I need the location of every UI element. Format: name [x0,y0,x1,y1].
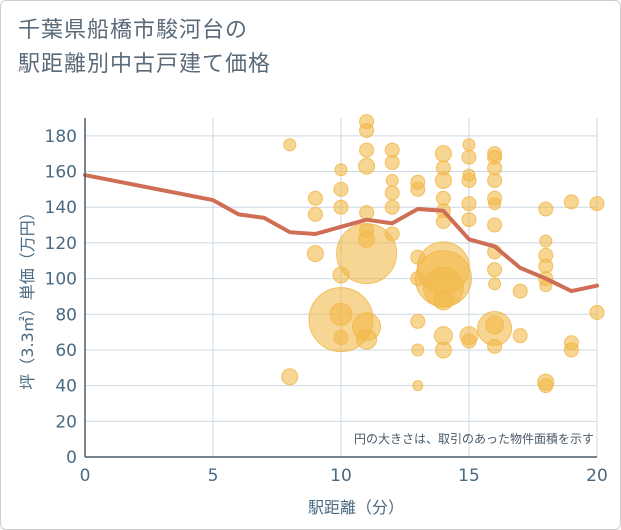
axes: 0 20 40 60 80 100 120 140 160 180 0 5 10 15 20 [45,118,608,486]
data-bubble [359,142,375,158]
y-tick-label: 40 [55,377,77,397]
data-bubble [332,266,350,284]
data-bubble [385,173,399,187]
y-tick-label: 80 [55,305,77,325]
data-bubble [485,315,505,335]
data-bubble [539,234,553,248]
data-bubble [563,194,579,210]
y-tick-label: 120 [45,234,77,254]
data-bubble [589,196,605,212]
data-bubble [461,212,477,228]
data-bubble [384,142,400,158]
data-bubble [358,157,376,175]
y-tick-label: 100 [45,270,77,290]
data-bubble [487,160,503,176]
y-tick-label: 0 [66,448,77,468]
data-bubble [461,196,477,212]
data-bubble [563,342,579,358]
data-bubble [359,222,375,238]
data-bubble [538,258,554,274]
data-bubble [384,226,400,242]
data-bubble [487,262,503,278]
data-bubble [412,380,424,392]
data-bubble [329,302,353,326]
data-bubble [283,138,297,152]
data-bubble [333,181,349,197]
data-bubble [538,378,554,394]
y-tick-label: 20 [55,412,77,432]
y-axis-label: 坪（3.3㎡）単価（万円） [18,204,37,389]
title-line-2: 駅距離別中古戸建て価格 [18,52,272,77]
x-tick-label: 20 [586,466,608,486]
data-bubble [356,328,378,350]
data-bubble [410,271,426,287]
data-bubble [411,343,425,357]
data-bubble [435,190,451,206]
x-tick-label: 15 [458,466,480,486]
data-bubble [359,205,375,221]
data-bubble [410,181,426,197]
data-bubble [435,160,451,176]
y-tick-label: 140 [45,198,77,218]
data-bubble [384,199,400,215]
data-bubble [434,145,452,163]
data-bubble [307,190,323,206]
data-bubble [488,197,502,211]
data-bubble [333,199,349,215]
chart-annotation: 円の大きさは、取引のあった物件面積を示す [354,431,594,446]
chart-title: 千葉県船橋市駿河台の 駅距離別中古戸建て価格 [18,14,271,82]
data-bubble [487,217,503,233]
y-tick-label: 60 [55,341,77,361]
title-line-1: 千葉県船橋市駿河台の [18,18,249,43]
data-bubble [384,155,400,171]
x-tick-label: 0 [80,466,91,486]
data-bubble [488,277,502,291]
average-price-line [83,173,599,294]
data-bubble [462,138,476,152]
data-bubble [432,289,454,311]
bubble-layer [281,114,605,394]
data-bubble [307,206,323,222]
data-bubble [461,333,477,349]
data-bubble [538,201,554,217]
data-bubble [462,168,476,182]
data-bubble [512,283,528,299]
data-bubble [512,328,528,344]
data-bubble [410,249,426,265]
data-bubble [384,185,400,201]
data-bubble [589,304,605,320]
data-bubble [306,245,324,263]
data-bubble [434,341,452,359]
line-layer [83,173,599,294]
x-tick-label: 5 [208,466,219,486]
data-bubble [487,172,503,188]
y-tick-label: 160 [45,163,77,183]
x-axis-label: 駅距離（分） [308,498,404,517]
data-bubble [359,122,375,138]
data-bubble [334,163,348,177]
data-bubble [487,338,503,354]
data-bubble [281,368,299,386]
data-bubble [333,329,349,345]
data-bubble [410,313,426,329]
x-tick-label: 10 [330,466,352,486]
data-bubble [461,149,477,165]
y-tick-label: 180 [45,127,77,147]
